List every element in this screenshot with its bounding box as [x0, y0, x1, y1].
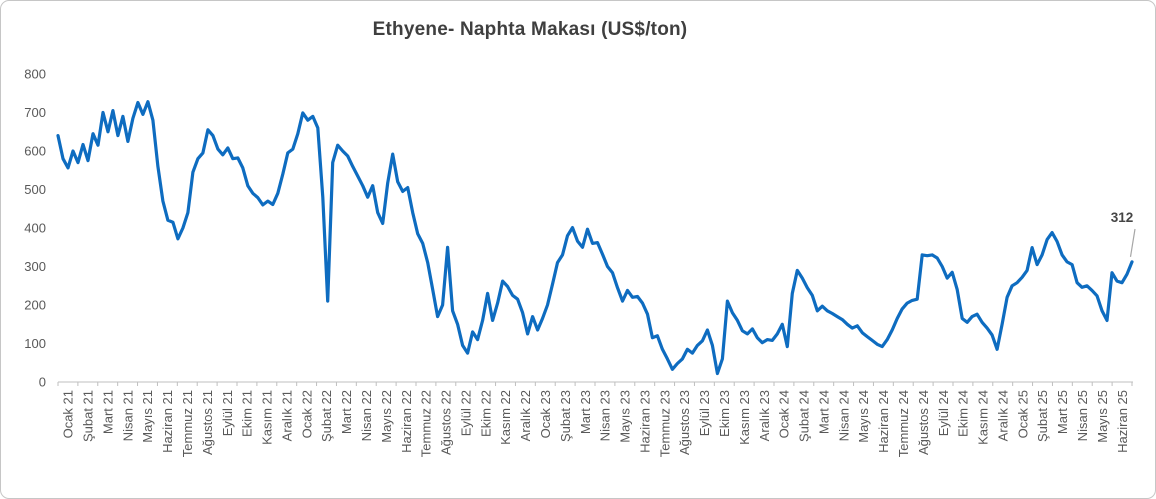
x-axis-label: Mayıs 23 — [617, 390, 632, 443]
x-axis-label: Ekim 21 — [240, 390, 255, 437]
x-axis-label: Temmuz 24 — [896, 390, 911, 457]
x-axis-label: Ekim 24 — [956, 390, 971, 437]
y-axis-label: 700 — [24, 105, 46, 120]
y-axis-label: 300 — [24, 259, 46, 274]
y-axis-label: 100 — [24, 336, 46, 351]
x-axis-label: Nisan 24 — [836, 390, 851, 441]
y-axis-label: 600 — [24, 144, 46, 159]
x-axis-label: Aralık 24 — [995, 390, 1010, 441]
x-axis-label: Eylül 21 — [220, 390, 235, 436]
series-line — [56, 100, 1134, 376]
x-axis-label: Ocak 25 — [1015, 390, 1030, 438]
y-axis-label: 500 — [24, 182, 46, 197]
x-axis-label: Mayıs 21 — [140, 390, 155, 443]
x-axis-label: Temmuz 23 — [657, 390, 672, 457]
x-axis-label: Nisan 21 — [120, 390, 135, 441]
x-axis-label: Ağustos 24 — [916, 390, 931, 455]
chart-title: Ethyene- Naphta Makası (US$/ton) — [372, 19, 688, 40]
x-axis-label: Nisan 25 — [1075, 390, 1090, 441]
x-axis-label: Ağustos 22 — [438, 390, 453, 455]
x-axis-label: Aralık 23 — [757, 390, 772, 441]
x-axis-label: Mart 22 — [339, 390, 354, 434]
last-value-data-label: 312 — [1111, 210, 1134, 225]
x-axis-label: Nisan 23 — [598, 390, 613, 441]
x-axis-label: Haziran 25 — [1115, 390, 1130, 453]
x-axis-label: Eylül 22 — [458, 390, 473, 436]
x-axis-label: Aralık 21 — [279, 390, 294, 441]
x-axis-label: Şubat 21 — [80, 390, 95, 442]
x-axis-label: Kasım 23 — [737, 390, 752, 445]
x-axis-label: Haziran 24 — [876, 390, 891, 453]
x-axis-label: Aralık 22 — [518, 390, 533, 441]
x-axis-label: Kasım 21 — [259, 390, 274, 445]
x-axis-label: Mayıs 25 — [1095, 390, 1110, 443]
x-axis-label: Şubat 25 — [1035, 390, 1050, 442]
y-axis-label: 400 — [24, 221, 46, 236]
x-axis-label: Mayıs 24 — [856, 390, 871, 443]
x-axis-label: Ağustos 23 — [677, 390, 692, 455]
x-axis-label: Şubat 24 — [796, 390, 811, 442]
x-axis-label: Ağustos 21 — [200, 390, 215, 455]
x-axis-label: Eylül 23 — [697, 390, 712, 436]
x-axis-label: Mayıs 22 — [379, 390, 394, 443]
x-axis-label: Temmuz 22 — [419, 390, 434, 457]
x-axis-label: Ekim 23 — [717, 390, 732, 437]
x-axis-label: Mart 21 — [100, 390, 115, 434]
data-label-leader-line — [1129, 228, 1136, 257]
x-axis-label: Mart 25 — [1055, 390, 1070, 434]
x-axis-label: Şubat 23 — [558, 390, 573, 442]
x-axis-label: Ocak 23 — [538, 390, 553, 438]
x-axis-label: Temmuz 21 — [180, 390, 195, 457]
y-axis-label: 0 — [39, 375, 46, 390]
x-axis-label: Ocak 21 — [61, 390, 76, 438]
x-axis-label: Haziran 21 — [160, 390, 175, 453]
x-axis-label: Mart 24 — [816, 390, 831, 434]
x-axis-label: Ocak 22 — [299, 390, 314, 438]
x-axis-label: Haziran 22 — [399, 390, 414, 453]
x-axis-label: Eylül 24 — [936, 390, 951, 436]
x-axis-label: Mart 23 — [578, 390, 593, 434]
x-axis-label: Kasım 22 — [498, 390, 513, 445]
x-axis-label: Haziran 23 — [637, 390, 652, 453]
x-axis-label: Ekim 22 — [478, 390, 493, 437]
x-axis-label: Ocak 24 — [777, 390, 792, 438]
x-axis-label: Kasım 24 — [975, 390, 990, 445]
y-axis-label: 200 — [24, 298, 46, 313]
x-axis-label: Şubat 22 — [319, 390, 334, 442]
x-axis-label: Nisan 22 — [359, 390, 374, 441]
y-axis-label: 800 — [24, 67, 46, 82]
